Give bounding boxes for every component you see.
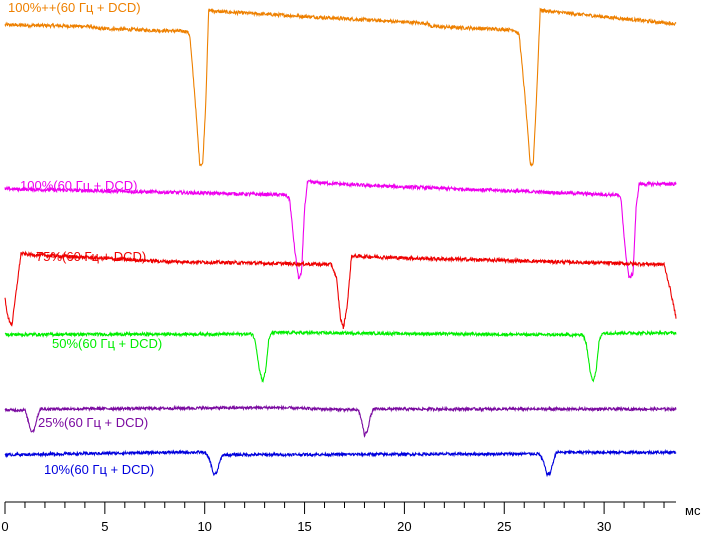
x-axis: 0 5 10 15 20 25 30 <box>1 501 676 534</box>
series-line-3 <box>4 250 677 330</box>
x-tick-label: 10 <box>197 519 211 534</box>
series-line-4 <box>4 329 677 384</box>
x-tick-label: 5 <box>101 519 108 534</box>
series-line-6 <box>4 448 677 478</box>
series-layer <box>4 7 677 478</box>
series-label-4: 50%(60 Гц + DCD) <box>52 336 162 351</box>
series-label-5: 25%(60 Гц + DCD) <box>38 415 148 430</box>
series-label-layer: 100%++(60 Гц + DCD) 100%(60 Гц + DCD) 75%(… <box>8 0 162 477</box>
series-line-1 <box>4 7 677 167</box>
series-line-5 <box>4 404 677 438</box>
x-tick-label: 25 <box>497 519 511 534</box>
x-tick-label: 30 <box>597 519 611 534</box>
x-tick-label: 0 <box>1 519 8 534</box>
x-axis-unit-label: мс <box>685 503 701 518</box>
x-tick-label: 20 <box>397 519 411 534</box>
series-label-3: 75%(60 Гц + DCD) <box>36 249 146 264</box>
series-label-1: 100%++(60 Гц + DCD) <box>8 0 141 15</box>
series-label-2: 100%(60 Гц + DCD) <box>20 178 137 193</box>
series-line-2 <box>4 178 677 280</box>
x-tick-label: 15 <box>297 519 311 534</box>
series-label-6: 10%(60 Гц + DCD) <box>44 462 154 477</box>
